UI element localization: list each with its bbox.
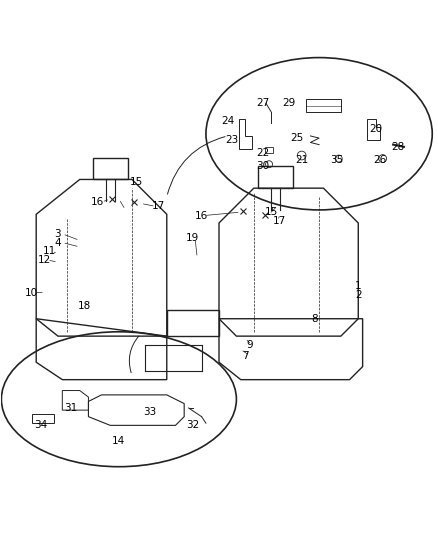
Text: 17: 17 xyxy=(273,216,286,226)
Text: 30: 30 xyxy=(256,161,269,172)
Text: 2: 2 xyxy=(355,290,362,300)
Text: 28: 28 xyxy=(391,142,404,152)
Text: 9: 9 xyxy=(246,340,253,350)
Text: 20: 20 xyxy=(369,124,382,134)
Text: 26: 26 xyxy=(374,155,387,165)
Text: 7: 7 xyxy=(242,351,248,361)
Text: 8: 8 xyxy=(311,314,318,324)
Text: 16: 16 xyxy=(195,211,208,221)
Text: 4: 4 xyxy=(55,238,61,247)
Text: 12: 12 xyxy=(38,255,52,265)
Text: 31: 31 xyxy=(64,403,78,413)
Text: 25: 25 xyxy=(291,133,304,143)
Text: 22: 22 xyxy=(256,148,269,158)
Text: 29: 29 xyxy=(282,98,295,108)
Text: 17: 17 xyxy=(152,201,165,212)
Text: 19: 19 xyxy=(186,233,200,243)
Text: 3: 3 xyxy=(55,229,61,239)
Text: 16: 16 xyxy=(91,197,104,207)
Text: 35: 35 xyxy=(330,155,343,165)
Text: 27: 27 xyxy=(256,98,269,108)
Text: 34: 34 xyxy=(34,421,47,430)
Text: 32: 32 xyxy=(186,421,200,430)
Text: 14: 14 xyxy=(112,435,126,446)
Text: 15: 15 xyxy=(130,176,143,187)
Text: 10: 10 xyxy=(25,288,39,297)
Text: 24: 24 xyxy=(221,116,234,126)
Text: 15: 15 xyxy=(265,207,278,217)
Text: 33: 33 xyxy=(143,407,156,417)
Text: 11: 11 xyxy=(42,246,56,256)
Text: 1: 1 xyxy=(355,281,362,291)
Text: 21: 21 xyxy=(295,155,308,165)
Text: 18: 18 xyxy=(78,301,91,311)
Text: 23: 23 xyxy=(226,135,239,146)
